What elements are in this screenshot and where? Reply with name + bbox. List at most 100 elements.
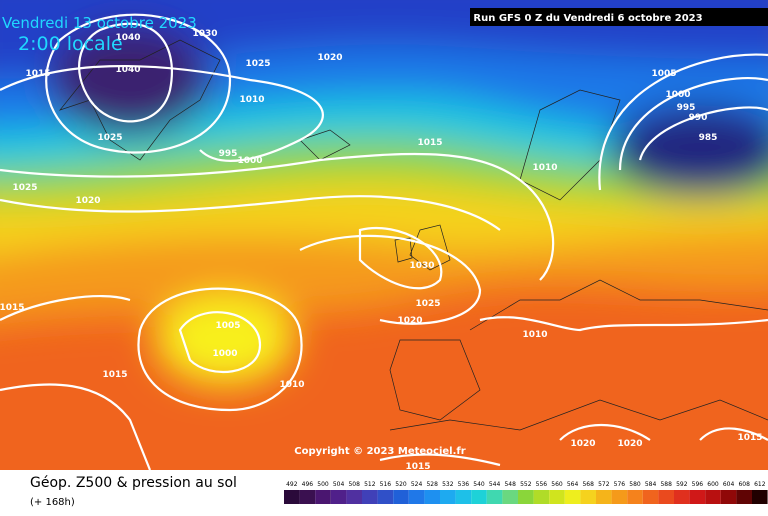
scale-swatch [580,490,596,504]
isobar-label: 1000 [665,90,690,100]
isobar-label: 1000 [237,156,262,166]
scale-label: 576 [614,481,626,488]
scale-label: 520 [395,481,407,488]
isobar-label: 1005 [651,69,676,79]
isobar-label: 995 [219,149,238,159]
scale-swatch [330,490,347,504]
scale-label: 604 [723,481,735,488]
isobar-label: 1025 [97,133,122,143]
valid-date: Vendredi 13 octobre 2023 [2,14,197,32]
scale-swatch [346,490,362,504]
scale-swatch [284,490,300,504]
scale-label: 592 [676,481,688,488]
scale-swatch [642,490,659,504]
scale-swatch [424,490,440,504]
isobar-label: 1015 [0,303,25,313]
run-banner [470,8,768,26]
scale-label: 500 [317,481,329,488]
scale-label: 568 [582,481,594,488]
scale-swatch [549,490,565,504]
scale-swatch [362,490,378,504]
scale-label: 572 [598,481,610,488]
isobar-label: 1025 [415,299,440,309]
scale-label: 536 [458,481,470,488]
scale-swatch [689,490,706,504]
isobar-label: 1015 [737,433,762,443]
isobar-label: 1020 [617,439,642,449]
coastlines [58,39,768,431]
isobar-label: 1010 [239,95,264,105]
scale-label: 504 [333,481,345,488]
scale-swatch [674,490,690,504]
isobar-label: 1000 [212,349,237,359]
isobar-label: 1015 [102,370,127,380]
scale-label: 556 [536,481,548,488]
scale-label: 548 [504,481,516,488]
scale-swatch [705,490,721,504]
isobar-label: 995 [677,103,696,113]
scale-swatch [533,490,550,504]
scale-label: 560 [551,481,563,488]
scale-swatch [564,490,581,504]
scale-swatch [315,490,331,504]
scale-swatch [736,490,752,504]
isobar-label: 1030 [409,261,434,271]
scale-swatch [455,490,472,504]
isobar-label: 1025 [245,59,270,69]
scale-swatch [502,490,518,504]
color-scale: 492 496 500 504 508 512 516 520 524 528 532 536 540 5… [284,481,768,504]
scale-label: 564 [567,481,579,488]
scale-swatch [611,490,628,504]
scale-swatch [627,490,643,504]
scale-label: 492 [286,481,298,488]
scale-label: 516 [380,481,392,488]
isobar-label: 1020 [397,316,422,326]
isobar-label: 1040 [115,33,140,43]
isobar-label: 1015 [405,462,430,472]
footer-title: Géop. Z500 & pression au sol [30,475,237,491]
scale-label: 552 [520,481,532,488]
footer-lead: (+ 168h) [30,497,75,508]
scale-label: 528 [426,481,438,488]
scale-swatch [486,490,503,504]
scale-label: 580 [629,481,641,488]
scale-label: 588 [660,481,672,488]
local-time: 2:00 locale [18,33,123,55]
scale-swatch [596,490,612,504]
isobar-label: 1015 [25,69,50,79]
copyright: Copyright © 2023 Meteociel.fr [294,446,465,457]
isobar-label: 990 [689,113,708,123]
isobar-label: 1010 [279,380,304,390]
isobar-label: 1025 [12,183,37,193]
scale-label: 532 [442,481,454,488]
isobar-label: 1020 [570,439,595,449]
isobars [0,13,768,470]
scale-label: 508 [348,481,360,488]
isobar-label: 985 [699,133,718,143]
scale-label: 540 [473,481,485,488]
scale-swatch [377,490,394,504]
isobar-label: 1010 [522,330,547,340]
scale-label: 584 [645,481,657,488]
scale-swatch [720,490,737,504]
scale-label: 496 [302,481,314,488]
scale-label: 600 [707,481,719,488]
isobar-label: 1010 [532,163,557,173]
scale-label: 544 [489,481,501,488]
scale-label: 596 [692,481,704,488]
isobar-label: 1020 [75,196,100,206]
isobar-label: 1015 [417,138,442,148]
scale-swatch [440,490,456,504]
scale-label: 512 [364,481,376,488]
isobar-label: 1030 [192,29,217,39]
scale-swatch [299,490,316,504]
scale-swatch [518,490,534,504]
scale-label: 524 [411,481,423,488]
scale-swatch [408,490,425,504]
isobar-label: 1040 [115,65,140,75]
isobar-label: 1005 [215,321,240,331]
scale-swatch [752,490,768,504]
run-info: Run GFS 0 Z du Vendredi 6 octobre 2023 [473,13,702,24]
